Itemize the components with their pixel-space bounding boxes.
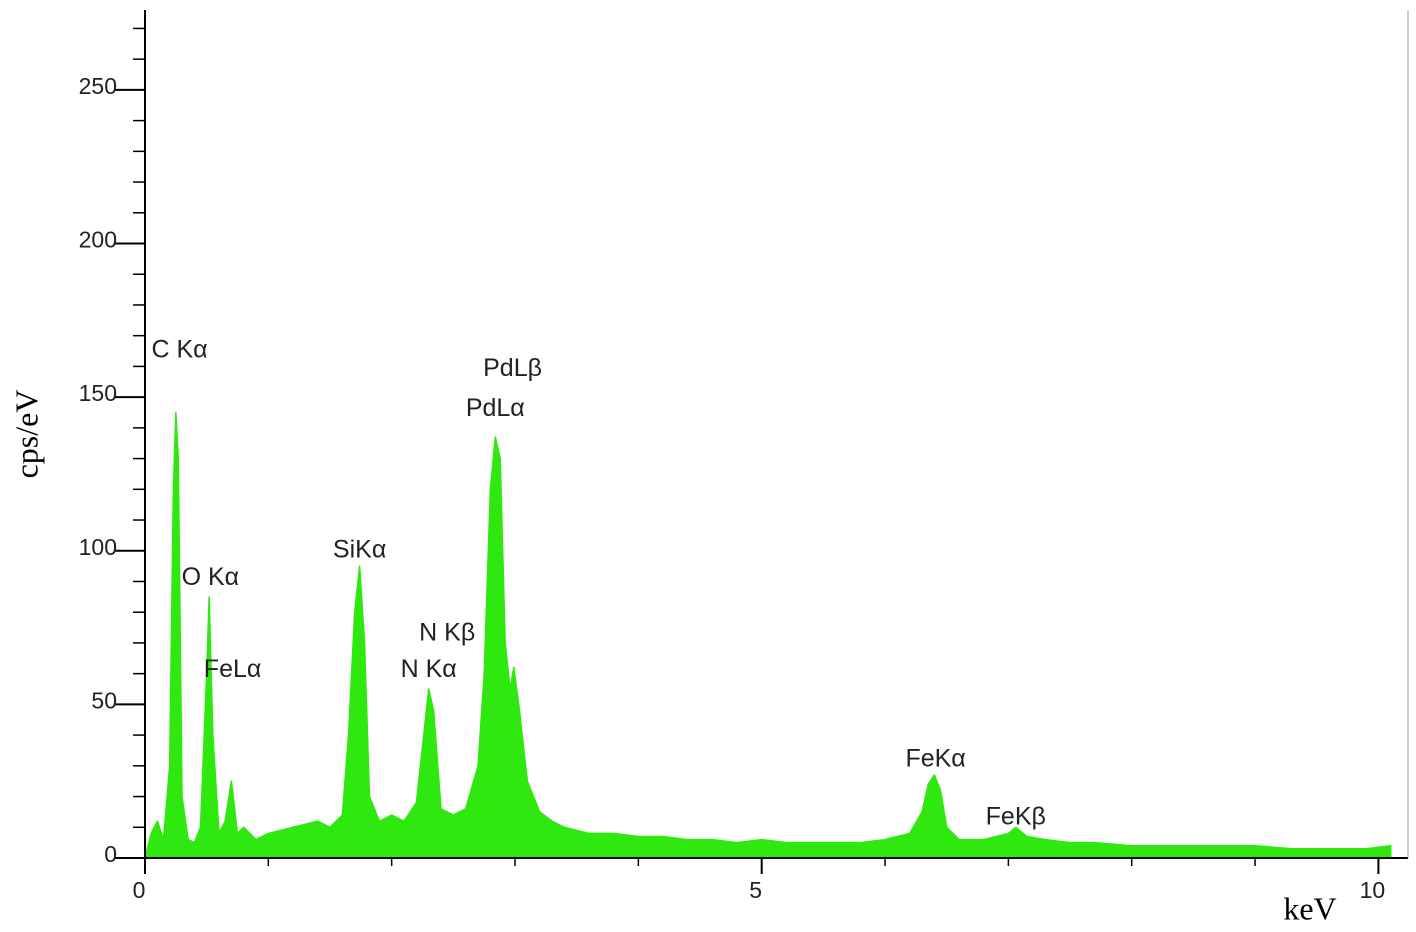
peak-label: N Kα <box>401 655 457 683</box>
x-tick-label: 10 <box>1360 877 1386 903</box>
x-tick-label: 5 <box>749 877 762 903</box>
peak-label: FeKβ <box>986 803 1046 831</box>
x-axis-label: keV <box>1283 890 1336 926</box>
y-tick-label: 150 <box>79 380 117 406</box>
y-tick-label: 100 <box>79 534 117 560</box>
y-tick-label: 50 <box>91 687 117 713</box>
peak-label: SiKα <box>333 535 386 563</box>
y-axis-label: cps/eV <box>8 390 44 479</box>
y-tick-label: 250 <box>79 73 117 99</box>
spectrum-area <box>144 411 1392 859</box>
peak-label: PdLα <box>466 394 525 422</box>
peak-label: C Kα <box>151 336 207 364</box>
y-tick-label: 0 <box>104 841 117 867</box>
x-tick-label: 0 <box>133 877 146 903</box>
peak-label: O Kα <box>182 563 240 591</box>
y-tick-label: 200 <box>79 227 117 253</box>
peak-label: PdLβ <box>483 354 542 382</box>
peak-label: N Kβ <box>419 618 475 646</box>
peak-label: FeKα <box>905 744 965 772</box>
peak-label: FeLα <box>204 655 262 683</box>
